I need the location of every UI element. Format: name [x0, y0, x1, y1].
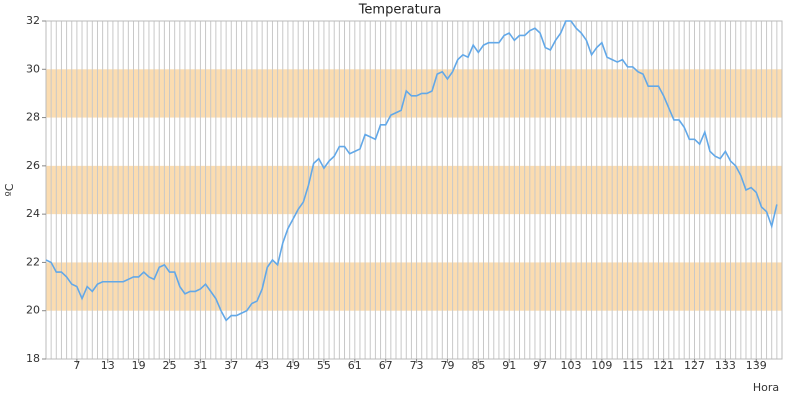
x-tick-label: 139 — [746, 359, 767, 372]
chart-title: Temperatura — [358, 3, 442, 18]
x-tick-label: 73 — [410, 359, 424, 372]
y-tick-label: 32 — [26, 14, 40, 27]
y-tick-label: 24 — [26, 207, 40, 220]
x-tick-label: 31 — [193, 359, 207, 372]
line — [45, 20, 778, 322]
x-tick-label: 103 — [560, 359, 581, 372]
x-tick-label: 13 — [101, 359, 115, 372]
y-axis-label: ºC — [3, 183, 16, 196]
x-tick-label: 127 — [684, 359, 705, 372]
x-tick-label: 115 — [622, 359, 643, 372]
y-tick-label: 30 — [26, 62, 40, 75]
x-tick-label: 109 — [591, 359, 612, 372]
band — [46, 69, 782, 118]
x-tick-label: 121 — [653, 359, 674, 372]
x-tick-label: 61 — [348, 359, 362, 372]
x-tick-label: 49 — [286, 359, 300, 372]
x-tick-label: 7 — [73, 359, 80, 372]
y-tick-label: 20 — [26, 304, 40, 317]
x-tick-label: 67 — [379, 359, 393, 372]
x-tick-label: 91 — [502, 359, 516, 372]
x-tick-label: 19 — [132, 359, 146, 372]
y-tick-label: 28 — [26, 111, 40, 124]
y-tick-label: 22 — [26, 255, 40, 268]
band — [46, 165, 782, 215]
plot-border — [45, 20, 783, 360]
x-tick-label: 79 — [440, 359, 454, 372]
x-tick-label: 37 — [224, 359, 238, 372]
x-tick-label: 133 — [715, 359, 736, 372]
y-tick-label: 26 — [26, 159, 40, 172]
band — [46, 262, 782, 311]
y-tick-label: 18 — [26, 352, 40, 365]
x-tick-label: 97 — [533, 359, 547, 372]
x-tick-label: 85 — [471, 359, 485, 372]
x-axis-label: Hora — [753, 381, 779, 394]
x-tick-label: 43 — [255, 359, 269, 372]
x-tick-label: 25 — [163, 359, 177, 372]
x-tick-label: 55 — [317, 359, 331, 372]
